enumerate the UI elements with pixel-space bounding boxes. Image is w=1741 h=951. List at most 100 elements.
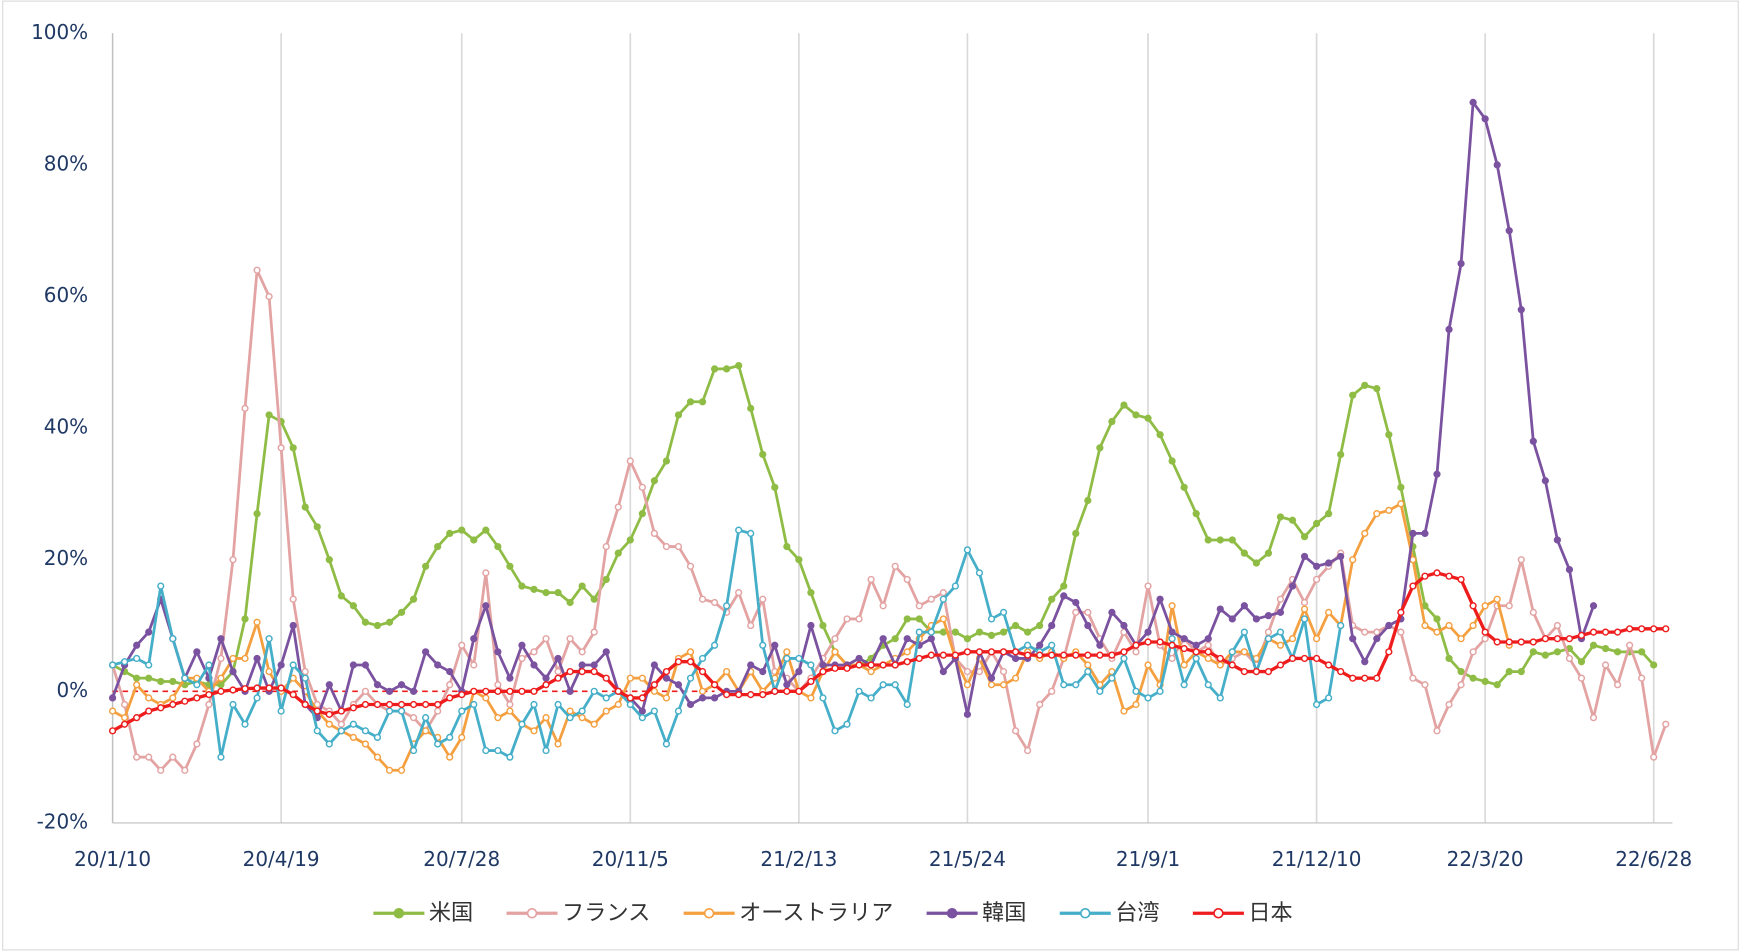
data-point [1168,602,1176,610]
data-point [1517,667,1525,676]
data-point [133,674,141,682]
data-point [1541,635,1549,643]
data-point [1529,608,1537,616]
data-point [1168,635,1176,643]
data-point [626,536,634,544]
data-point [241,685,249,693]
data-point [1216,536,1224,544]
data-point [1144,628,1152,636]
data-point [1565,565,1574,574]
series [108,569,1670,735]
legend-item: 日本 [1192,900,1293,926]
x-tick-label: 21/5/24 [929,847,1006,871]
data-point [253,654,261,663]
data-point [1084,608,1092,616]
data-point [819,621,827,630]
data-point [349,720,357,728]
data-point [783,648,791,656]
data-point [554,654,562,663]
series [108,361,1658,689]
data-point [1397,608,1405,616]
data-point [518,641,526,649]
data-point [614,687,622,695]
data-point [759,691,767,699]
data-point [349,733,357,742]
data-point [831,727,839,735]
data-point [1120,648,1128,656]
data-point [807,677,815,686]
data-point [253,510,261,518]
data-point [530,661,538,669]
data-point [229,654,237,663]
data-point [133,654,141,663]
data-point [1565,654,1574,663]
data-point [1108,417,1116,426]
data-point [578,667,586,676]
data-point [518,654,526,663]
data-point [458,641,466,649]
data-point [385,687,394,695]
data-point [963,710,972,718]
data-point [1397,483,1405,491]
x-tick-label: 21/9/1 [1116,847,1180,871]
data-point [1252,667,1260,676]
data-point [747,404,755,412]
data-point [373,621,382,630]
data-point [1312,635,1321,643]
data-point [795,556,803,564]
data-point [1517,638,1525,646]
data-point [169,635,177,643]
data-point [1361,628,1369,636]
data-point [1421,572,1429,580]
data-point [253,266,261,274]
data-point [1180,661,1188,669]
data-point [783,687,791,695]
data-point [169,694,177,702]
data-point [1457,259,1465,268]
data-point [1120,707,1128,715]
data-point [987,615,996,623]
data-point [1132,700,1140,709]
data-point [1433,569,1441,577]
data-point [1168,457,1176,465]
data-point [566,687,574,695]
data-point [253,618,261,626]
data-point [1433,470,1441,478]
data-point [446,694,454,702]
data-point [795,654,803,663]
data-point [819,661,827,669]
data-point [217,753,225,761]
data-point [169,677,177,686]
data-point [1096,651,1104,659]
data-point [578,714,586,722]
data-point [1264,635,1273,643]
data-point [1228,648,1236,656]
data-point [891,661,899,669]
data-point [301,503,309,511]
data-point [1541,477,1549,485]
data-point [698,667,707,676]
data-point [759,450,767,459]
data-point [121,700,129,709]
data-point [434,700,442,709]
data-point [1421,621,1429,630]
data-point [951,582,959,590]
data-point [1192,510,1200,518]
data-point [217,654,225,663]
data-point [1240,667,1248,676]
data-point [807,661,815,669]
data-point [1493,681,1501,689]
data-point [999,667,1008,676]
data-point [1325,661,1333,669]
x-tick-label: 20/11/5 [592,847,669,871]
data-point [698,398,707,406]
data-point [470,687,478,695]
data-point [422,562,430,570]
data-point [963,635,972,643]
data-point [1481,115,1489,123]
data-point [1060,681,1068,689]
data-point [482,526,490,534]
data-point [963,648,972,656]
data-point [662,542,671,551]
data-point [265,411,273,419]
